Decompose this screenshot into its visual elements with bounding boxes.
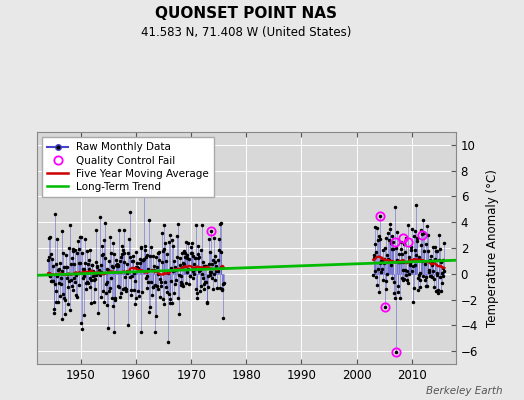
Legend: Raw Monthly Data, Quality Control Fail, Five Year Moving Average, Long-Term Tren: Raw Monthly Data, Quality Control Fail, … [42,137,214,197]
Text: QUONSET POINT NAS: QUONSET POINT NAS [155,6,337,21]
Y-axis label: Temperature Anomaly (°C): Temperature Anomaly (°C) [486,169,499,327]
Text: Berkeley Earth: Berkeley Earth [427,386,503,396]
Text: 41.583 N, 71.408 W (United States): 41.583 N, 71.408 W (United States) [141,26,352,39]
